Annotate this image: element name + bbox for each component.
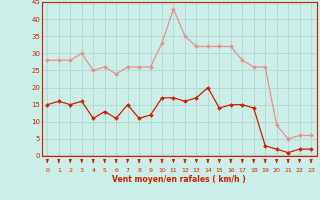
- X-axis label: Vent moyen/en rafales ( km/h ): Vent moyen/en rafales ( km/h ): [112, 175, 246, 184]
